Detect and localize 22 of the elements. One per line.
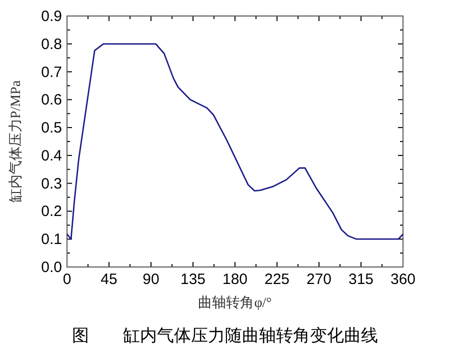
y-axis-title: 缸内气体压力P/MPa bbox=[8, 80, 24, 203]
y-tick-label: 0.9 bbox=[41, 8, 62, 25]
text: 图 缸内气体压力随曲轴转角变化曲线 bbox=[72, 326, 378, 345]
y-tick-label: 0.2 bbox=[41, 203, 62, 220]
x-tick-label: 45 bbox=[100, 271, 118, 288]
x-tick-label: 225 bbox=[264, 271, 290, 288]
text: 0.0 bbox=[41, 259, 62, 276]
x-tick-label: 270 bbox=[306, 271, 332, 288]
y-tick-label: 0.5 bbox=[41, 120, 62, 137]
x-tick-label: 360 bbox=[390, 271, 416, 288]
x-tick-label: 90 bbox=[142, 271, 160, 288]
y-tick-label: 0.3 bbox=[41, 175, 62, 192]
y-tick-label: 0.1 bbox=[41, 231, 62, 248]
x-tick-label: 135 bbox=[180, 271, 206, 288]
x-axis-title: 曲轴转角φ/° bbox=[198, 295, 272, 311]
x-tick-label: 180 bbox=[222, 271, 248, 288]
y-tick-label: 0.6 bbox=[41, 92, 62, 109]
y-tick-label: 0.8 bbox=[41, 36, 62, 53]
x-tick-label: 0 bbox=[62, 271, 72, 288]
y-tick-label: 0.4 bbox=[41, 147, 62, 164]
y-tick-label: 0.7 bbox=[41, 64, 62, 81]
x-tick-label: 315 bbox=[348, 271, 374, 288]
